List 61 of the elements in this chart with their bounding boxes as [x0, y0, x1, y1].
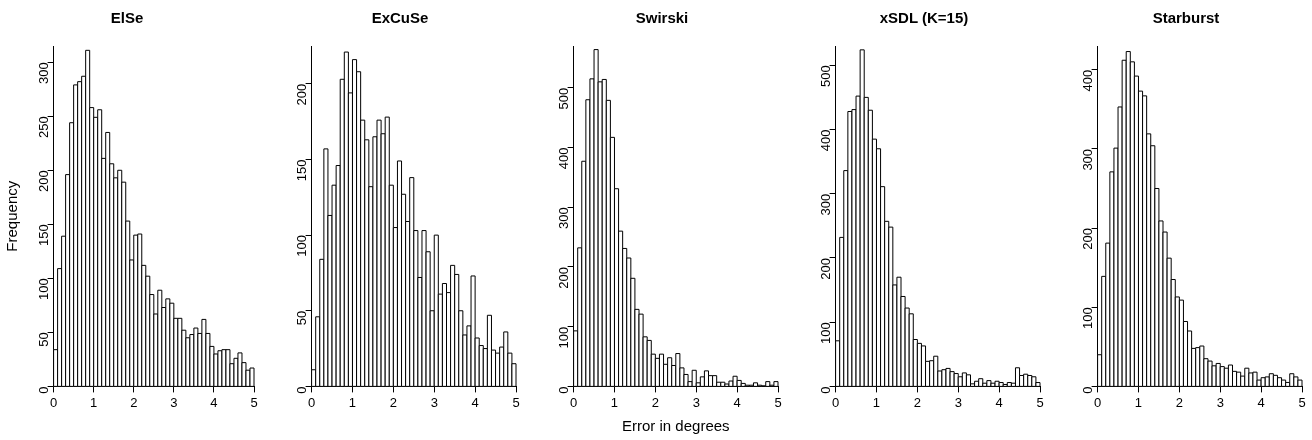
y-tick-label: 50	[36, 332, 52, 347]
x-tick-label: 2	[389, 394, 397, 410]
y-axis-title: Frequency	[3, 180, 21, 252]
x-tick-label: 1	[1134, 394, 1143, 410]
x-tick-label: 3	[430, 394, 438, 410]
x-tick-label: 3	[170, 394, 178, 410]
y-tick-label: 300	[36, 62, 52, 84]
y-tick-label: 400	[1080, 69, 1096, 92]
chart-title: xSDL (K=15)	[879, 9, 969, 27]
chart-title: Swirski	[635, 9, 689, 27]
y-tick-label: 400	[818, 129, 834, 152]
x-tick-label: 4	[210, 394, 218, 410]
y-tick-label: 0	[294, 386, 310, 394]
y-tick-label: 300	[556, 207, 572, 229]
y-tick-label: 500	[818, 65, 834, 87]
x-tick-label: 5	[1036, 394, 1044, 410]
y-tick-label: 200	[1080, 228, 1096, 250]
x-tick-label: 5	[774, 394, 782, 410]
x-tick-label: 2	[913, 394, 921, 410]
chart-title: ElSe	[110, 9, 144, 27]
x-tick-label: 2	[130, 394, 138, 410]
x-tick-label: 4	[733, 394, 741, 410]
chart-title: ExCuSe	[371, 9, 429, 27]
y-tick-label: 200	[556, 266, 572, 289]
y-tick-label: 0	[818, 386, 834, 394]
x-tick-label: 5	[512, 394, 520, 410]
x-tick-label: 1	[610, 394, 619, 410]
y-tick-label: 100	[294, 235, 310, 257]
chart-title: Starburst	[1152, 9, 1220, 27]
y-tick-label: 0	[556, 386, 572, 394]
y-tick-label: 200	[818, 257, 834, 280]
y-tick-label: 500	[556, 87, 572, 110]
x-tick-label: 3	[954, 394, 962, 410]
x-tick-label: 2	[651, 394, 659, 410]
x-tick-label: 1	[90, 394, 98, 410]
y-tick-label: 100	[1080, 307, 1096, 329]
y-tick-label: 100	[818, 322, 834, 344]
x-tick-label: 3	[1216, 394, 1224, 410]
x-tick-label: 1	[872, 394, 881, 410]
x-tick-label: 4	[471, 394, 479, 410]
x-tick-label: 5	[250, 394, 258, 410]
y-tick-label: 300	[1080, 148, 1096, 171]
y-tick-label: 100	[36, 278, 52, 301]
x-axis-title: Error in degrees	[622, 417, 730, 435]
y-tick-label: 0	[36, 386, 52, 394]
y-tick-label: 300	[818, 193, 834, 216]
x-tick-label: 3	[692, 394, 700, 410]
y-tick-label: 200	[36, 170, 52, 192]
y-tick-label: 0	[1080, 386, 1096, 394]
x-tick-label: 5	[1298, 394, 1306, 410]
y-tick-label: 50	[294, 310, 310, 326]
x-tick-label: 1	[348, 394, 357, 410]
y-tick-label: 100	[556, 326, 572, 349]
y-tick-label: 150	[36, 224, 52, 247]
x-tick-label: 2	[1175, 394, 1183, 410]
x-tick-label: 4	[995, 394, 1003, 410]
y-tick-label: 400	[556, 147, 572, 170]
y-tick-label: 150	[294, 159, 310, 182]
y-tick-label: 200	[294, 83, 310, 106]
y-tick-label: 250	[36, 116, 52, 138]
x-tick-label: 4	[1257, 394, 1265, 410]
